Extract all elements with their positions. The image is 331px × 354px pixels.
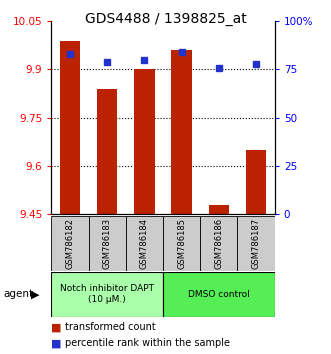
- Text: agent: agent: [3, 289, 33, 299]
- Bar: [209, 205, 229, 214]
- Text: ■: ■: [51, 338, 62, 348]
- Bar: [51, 216, 88, 271]
- Text: GSM786184: GSM786184: [140, 218, 149, 269]
- Text: GSM786186: GSM786186: [214, 218, 223, 269]
- Text: GDS4488 / 1398825_at: GDS4488 / 1398825_at: [85, 12, 246, 27]
- Bar: [200, 216, 237, 271]
- Text: ▶: ▶: [31, 289, 39, 299]
- Bar: [163, 272, 275, 317]
- Bar: [97, 89, 118, 214]
- Text: DMSO control: DMSO control: [188, 290, 250, 299]
- Bar: [51, 272, 163, 317]
- Text: GSM786183: GSM786183: [103, 218, 112, 269]
- Text: transformed count: transformed count: [65, 322, 155, 332]
- Bar: [126, 216, 163, 271]
- Bar: [163, 216, 200, 271]
- Bar: [237, 216, 275, 271]
- Text: GSM786182: GSM786182: [66, 218, 74, 269]
- Text: GSM786187: GSM786187: [252, 218, 260, 269]
- Text: Notch inhibitor DAPT
(10 μM.): Notch inhibitor DAPT (10 μM.): [60, 285, 154, 304]
- Bar: [60, 41, 80, 214]
- Text: ■: ■: [51, 322, 62, 332]
- Text: percentile rank within the sample: percentile rank within the sample: [65, 338, 229, 348]
- Bar: [171, 50, 192, 214]
- Bar: [88, 216, 126, 271]
- Text: GSM786185: GSM786185: [177, 218, 186, 269]
- Bar: [134, 69, 155, 214]
- Bar: [246, 150, 266, 214]
